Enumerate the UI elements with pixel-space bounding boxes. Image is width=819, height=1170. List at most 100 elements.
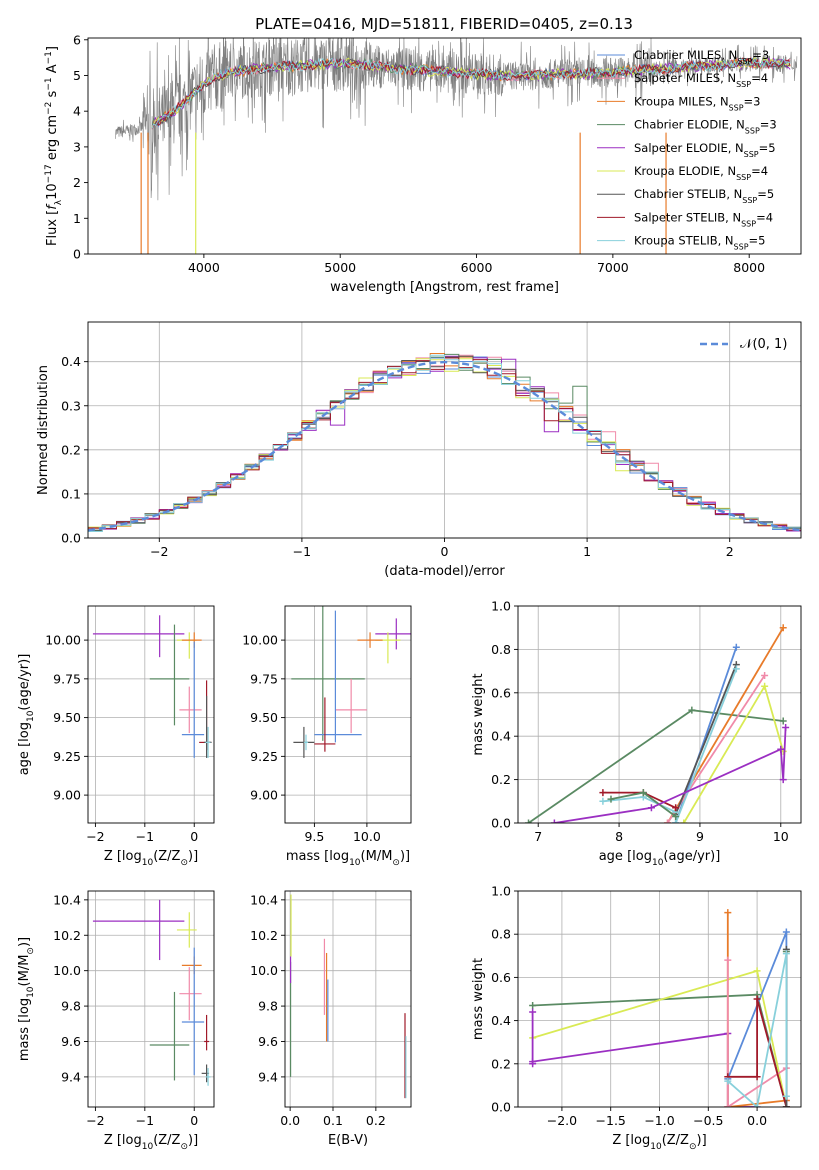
mass-weight-marker: [724, 1103, 732, 1107]
legend-text: =3: [760, 118, 777, 132]
mass-weight-marker: [782, 1092, 790, 1100]
label-part: s: [45, 90, 60, 101]
y-axis-label: mass [log10(M/M⊙)]: [17, 937, 36, 1061]
mass-weight-marker: [753, 995, 761, 1003]
y-tick-label: 0.4: [61, 354, 81, 369]
label-part: (Z/Z: [153, 849, 180, 864]
y-tick-label: 9.75: [53, 671, 81, 686]
mass-weight-marker: [529, 1008, 537, 1016]
y-tick-label: 10.00: [45, 633, 81, 648]
residual-histogram: [88, 354, 801, 538]
legend-text: Salpeter ELODIE, N: [634, 141, 744, 155]
mass-weight-marker: [529, 1058, 537, 1066]
y-tick-label: 5: [73, 68, 81, 83]
y-tick-label: 1.0: [491, 599, 511, 614]
label-subscript: 10: [26, 986, 36, 998]
label-part: λ: [54, 199, 64, 205]
panel-spectrum: 4000 5000 6000 7000 8000 0 1 2 3 4 5 6 wavelength [A…: [44, 32, 802, 295]
x-axis-label: Z [log10(Z/Z⊙)]: [612, 1133, 706, 1152]
mass-weight-marker: [753, 1103, 761, 1107]
mass-weight-marker: [672, 804, 680, 812]
legend-text: =3: [744, 94, 761, 108]
legend-label: Chabrier ELODIE, NSSP=3: [634, 118, 777, 136]
y-tick-label: 0.0: [491, 1100, 511, 1115]
x-axis-label: age [log10(age/yr)]: [599, 849, 721, 868]
mass-weight-marker: [782, 950, 790, 958]
label-part: mass [log: [286, 849, 349, 864]
panel-age-vs-mass: 9.5 10.0 9.00 9.25 9.50 9.75 10.00 mass [log10(…: [242, 605, 412, 868]
x-tick-label: −2: [86, 829, 104, 844]
mass-weight-marker: [779, 776, 787, 784]
axes-frame: [284, 890, 412, 1108]
label-part: −1: [44, 77, 54, 90]
label-part: age [log: [17, 722, 32, 775]
x-tick-label: −1: [136, 1113, 154, 1128]
label-part: −17: [44, 164, 54, 183]
legend-subscript: SSP: [737, 57, 752, 66]
y-tick-label: 2: [73, 175, 81, 190]
y-tick-label: 0.4: [491, 1013, 511, 1028]
mass-weight-marker: [777, 745, 785, 753]
label-subscript: ⊙: [26, 947, 36, 955]
y-tick-label: 10.2: [53, 928, 81, 943]
normal-reference-curve: [88, 360, 801, 532]
y-tick-label: 9.6: [61, 1034, 81, 1049]
y-tick-label: 9.6: [258, 1034, 278, 1049]
legend-text: Kroupa MILES, N: [634, 94, 729, 108]
label-part: f: [45, 203, 60, 210]
mass-weight-marker: [550, 819, 558, 823]
mass-weight-line: [666, 674, 766, 823]
x-tick-label: −0.5: [693, 1113, 723, 1128]
y-tick-label: 9.00: [250, 788, 278, 803]
mass-weight-marker: [732, 665, 740, 673]
legend-text: Chabrier STELIB, N: [634, 187, 742, 201]
y-tick-label: 0.8: [491, 927, 511, 942]
y-tick-label: 9.8: [258, 999, 278, 1014]
y-tick-label: 0.2: [491, 1056, 511, 1071]
axes-frame: [87, 37, 802, 255]
y-axis-label: Flux [fλ10−17 erg cm−2 s−1 A−1]: [44, 46, 64, 246]
x-tick-label: 8000: [733, 260, 765, 275]
label-part: (age/yr)]: [17, 654, 32, 711]
mass-weight-marker: [639, 789, 647, 797]
y-tick-label: 10.0: [250, 963, 278, 978]
x-tick-label: 0: [190, 829, 198, 844]
legend-label: Salpeter ELODIE, NSSP=5: [634, 141, 776, 159]
label-part: Flux [: [45, 210, 60, 246]
x-axis-label: wavelength [Angstrom, rest frame]: [330, 280, 559, 295]
axes-frame: [87, 890, 215, 1108]
label-part: (M/M: [361, 849, 393, 864]
legend-label: Chabrier MILES, NSSP=3: [634, 48, 769, 66]
x-tick-label: −1: [136, 829, 154, 844]
y-tick-label: 0.6: [491, 970, 511, 985]
y-tick-label: 9.8: [61, 999, 81, 1014]
y-tick-label: 0.0: [491, 816, 511, 831]
x-axis-label: mass [log10(M/M⊙)]: [286, 849, 410, 868]
x-axis-label: (data-model)/error: [384, 564, 505, 579]
x-axis-label: Z [log10(Z/Z⊙)]: [104, 1133, 198, 1152]
panel-residuals: −2 −1 0 1 2 0.0 0.1 0.2 0.3 0.4 (data-model)/error…: [36, 321, 802, 579]
mass-weight-marker: [724, 1077, 732, 1085]
legend-subscript: SSP: [741, 219, 756, 228]
x-tick-label: 1: [583, 544, 591, 559]
legend-label: Kroupa MILES, NSSP=3: [634, 94, 760, 112]
x-tick-label: 0.0: [747, 1113, 767, 1128]
label-subscript: 10: [142, 858, 154, 868]
legend-text: =4: [751, 164, 768, 178]
legend-text: =3: [752, 48, 769, 62]
x-tick-label: 6000: [461, 260, 493, 275]
y-tick-label: 0.2: [491, 772, 511, 787]
legend-label: Salpeter STELIB, NSSP=4: [634, 210, 773, 228]
label-part: )]: [188, 849, 198, 864]
model-fit-line: [151, 56, 791, 127]
legend-text: Chabrier MILES, N: [634, 48, 737, 62]
x-tick-label: −1: [293, 544, 311, 559]
x-axis-label: E(B-V): [328, 1133, 368, 1148]
legend-text: Kroupa STELIB, N: [634, 234, 734, 248]
y-tick-label: 0.6: [491, 685, 511, 700]
mass-weight-marker: [525, 819, 533, 823]
mass-weight-marker: [647, 804, 655, 812]
y-tick-label: 0: [73, 247, 81, 262]
legend-text: =5: [749, 234, 766, 248]
